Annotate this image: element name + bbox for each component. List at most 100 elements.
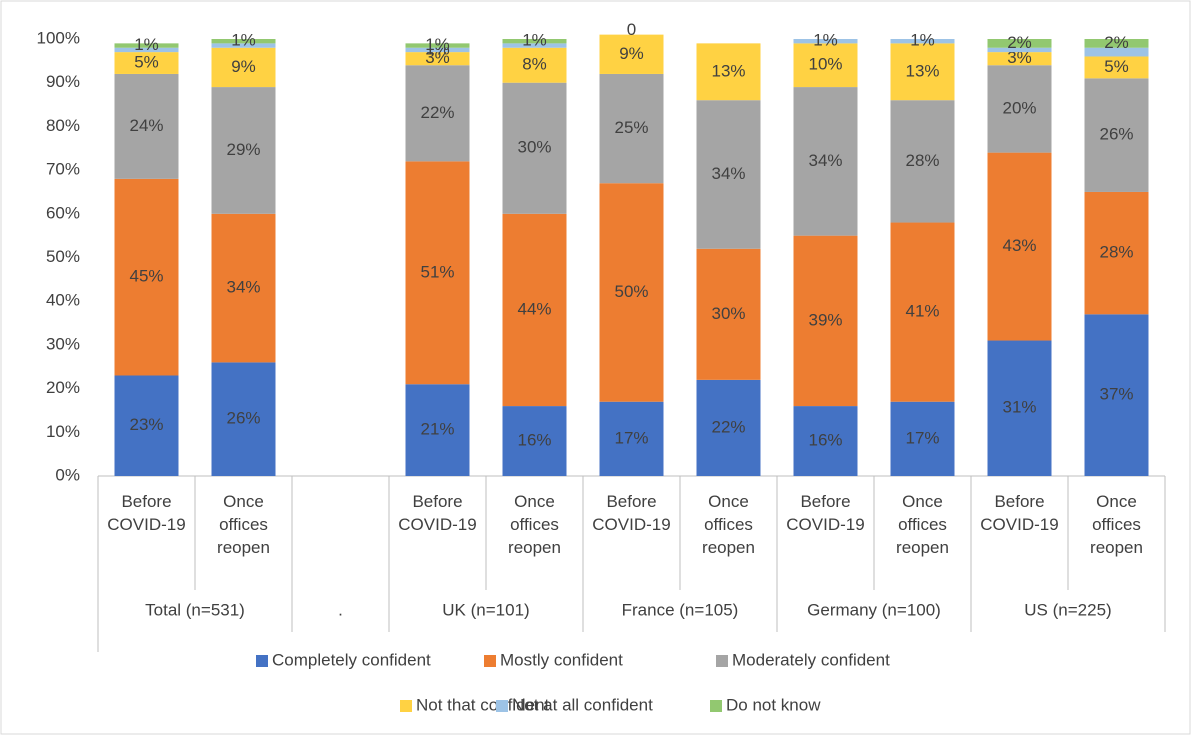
data-label: 43% (1002, 236, 1036, 255)
bar-segment (502, 39, 567, 44)
bar-segment (502, 213, 567, 407)
bar-segment (987, 65, 1052, 153)
y-tick-label: 50% (46, 247, 80, 266)
group-label: France (n=105) (622, 600, 739, 619)
x-tick-label: Before COVID-19 (592, 492, 671, 534)
data-label: 5% (134, 53, 159, 72)
bar-segment (987, 340, 1052, 476)
bar-segment (890, 43, 955, 101)
bar-segment (114, 375, 179, 476)
y-tick-label: 0% (55, 465, 80, 484)
y-tick-label: 10% (46, 422, 80, 441)
data-label: 34% (711, 164, 745, 183)
group-label: US (n=225) (1024, 600, 1111, 619)
data-label: 29% (226, 140, 260, 159)
data-label: 0 (627, 20, 636, 39)
bar-segment (114, 178, 179, 376)
data-label: 10% (808, 55, 842, 74)
data-label: 17% (614, 428, 648, 447)
bar-segment (211, 213, 276, 363)
bar-segment (1084, 47, 1149, 57)
bar-segment (1084, 78, 1149, 192)
x-tick-label: Before COVID-19 (786, 492, 865, 534)
data-label: 44% (517, 299, 551, 318)
x-tick-label: Before COVID-19 (980, 492, 1059, 534)
data-label: 30% (517, 138, 551, 157)
bar-segment (793, 406, 858, 476)
x-tick-label: Before COVID-19 (107, 492, 186, 534)
bar-segment (211, 43, 276, 48)
data-label: 28% (1099, 243, 1133, 262)
group-label: UK (n=101) (442, 600, 529, 619)
bar-segment (405, 47, 470, 53)
data-label: 1% (425, 35, 450, 54)
y-tick-label: 90% (46, 72, 80, 91)
bar-segment (987, 52, 1052, 66)
y-tick-label: 20% (46, 378, 80, 397)
legend-swatch (496, 700, 508, 712)
legend-label: Mostly confident (500, 650, 623, 669)
bar-segment (599, 34, 664, 74)
y-tick-label: 60% (46, 203, 80, 222)
y-tick-label: 40% (46, 291, 80, 310)
bar-segment (405, 384, 470, 476)
data-label: 1% (522, 31, 547, 50)
bar-segment (211, 87, 276, 214)
x-tick-label: Once offices reopen (896, 492, 949, 557)
bar-segment (599, 401, 664, 476)
data-label: 13% (905, 61, 939, 80)
data-label: 34% (226, 278, 260, 297)
bar-segment (1084, 191, 1149, 315)
data-label: 1% (910, 31, 935, 50)
data-label: 1% (813, 31, 838, 50)
data-label: 1% (134, 35, 159, 54)
bar-segment (502, 43, 567, 48)
data-label: 5% (1104, 57, 1129, 76)
group-label: Germany (n=100) (807, 600, 941, 619)
data-label: 1% (231, 31, 256, 50)
legend-label: Completely confident (272, 650, 431, 669)
bar-segment (1084, 56, 1149, 79)
bar-segment (114, 43, 179, 48)
data-label: 45% (129, 267, 163, 286)
legend-swatch (256, 655, 268, 667)
y-tick-label: 100% (37, 28, 80, 47)
data-label: 3% (425, 48, 450, 67)
bar-segment (890, 100, 955, 223)
bar-segment (114, 52, 179, 74)
bar-segment (211, 47, 276, 88)
data-label: 26% (226, 409, 260, 428)
bar-segment (405, 52, 470, 66)
data-label: 8% (522, 55, 547, 74)
group-label: Total (n=531) (145, 600, 245, 619)
bar-segment (793, 235, 858, 407)
data-label: 30% (711, 304, 745, 323)
data-label: 51% (420, 262, 454, 281)
bar-segment (987, 39, 1052, 48)
data-label: 9% (619, 44, 644, 63)
data-label: 24% (129, 116, 163, 135)
bar-segment (114, 73, 179, 179)
data-label: 2% (1007, 33, 1032, 52)
x-tick-label: Once offices reopen (508, 492, 561, 557)
data-label: 39% (808, 310, 842, 329)
legend-label: Not at all confident (512, 695, 653, 714)
data-label: 34% (808, 151, 842, 170)
bar-segment (1084, 39, 1149, 48)
bar-segment (502, 47, 567, 83)
bar-segment (405, 161, 470, 385)
bar-segment (696, 100, 761, 249)
x-tick-label: Once offices reopen (1090, 492, 1143, 557)
bar-segment (211, 362, 276, 476)
legend-label: Do not know (726, 695, 821, 714)
bar-segment (890, 222, 955, 402)
bar-segment (793, 87, 858, 236)
legend-swatch (716, 655, 728, 667)
bar-segment (696, 248, 761, 380)
legend-swatch (484, 655, 496, 667)
data-label: 16% (517, 431, 551, 450)
data-label: 22% (711, 417, 745, 436)
bar-segment (405, 65, 470, 162)
bar-segment (696, 43, 761, 101)
